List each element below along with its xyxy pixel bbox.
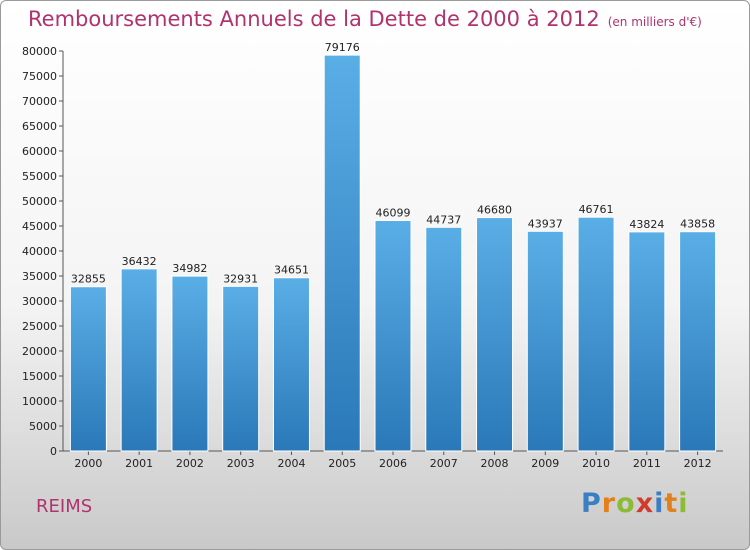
chart-title-text: Remboursements Annuels de la Dette de 20… xyxy=(28,7,600,31)
proxiti-logo: Proxiti xyxy=(581,488,689,519)
x-tick-label-2000: 2000 xyxy=(74,457,102,470)
x-tick-label-2003: 2003 xyxy=(227,457,255,470)
value-label-2009: 43937 xyxy=(528,217,563,230)
value-label-2006: 46099 xyxy=(376,207,411,220)
y-tick-label: 50000 xyxy=(22,195,57,208)
bar-2001 xyxy=(120,268,158,452)
value-label-2011: 43824 xyxy=(629,218,664,231)
x-tick-label-2007: 2007 xyxy=(430,457,458,470)
bar-2005 xyxy=(323,54,361,452)
x-tick-label-2001: 2001 xyxy=(125,457,153,470)
bar-2011 xyxy=(628,231,666,452)
y-tick-label: 80000 xyxy=(22,45,57,58)
x-tick-label-2006: 2006 xyxy=(379,457,407,470)
y-tick-label: 25000 xyxy=(22,320,57,333)
x-tick-label-2005: 2005 xyxy=(328,457,356,470)
chart-title: Remboursements Annuels de la Dette de 20… xyxy=(28,7,702,31)
bar-2010 xyxy=(577,216,615,452)
y-tick-label: 10000 xyxy=(22,395,57,408)
bar-2002 xyxy=(171,275,209,452)
x-tick-label-2011: 2011 xyxy=(633,457,661,470)
x-tick-label-2010: 2010 xyxy=(582,457,610,470)
city-label: REIMS xyxy=(36,496,93,517)
x-tick-label-2002: 2002 xyxy=(176,457,204,470)
y-tick-label: 0 xyxy=(50,445,57,458)
bar-2008 xyxy=(476,217,514,452)
bar-2007 xyxy=(425,226,463,452)
y-tick-label: 30000 xyxy=(22,295,57,308)
value-label-2012: 43858 xyxy=(680,218,715,231)
y-tick-label: 60000 xyxy=(22,145,57,158)
bar-2009 xyxy=(526,230,564,452)
x-tick-label-2012: 2012 xyxy=(684,457,712,470)
y-tick-label: 40000 xyxy=(22,245,57,258)
y-tick-label: 70000 xyxy=(22,95,57,108)
x-tick-label-2009: 2009 xyxy=(531,457,559,470)
chart-subtitle: (en milliers d'€) xyxy=(607,15,702,29)
value-label-2007: 44737 xyxy=(426,213,461,226)
bar-2004 xyxy=(272,277,310,452)
y-tick-label: 35000 xyxy=(22,270,57,283)
y-tick-label: 15000 xyxy=(22,370,57,383)
y-tick-label: 55000 xyxy=(22,170,57,183)
value-label-2000: 32855 xyxy=(71,273,106,286)
bar-2012 xyxy=(679,231,717,452)
y-tick-label: 20000 xyxy=(22,345,57,358)
y-tick-label: 45000 xyxy=(22,220,57,233)
value-label-2004: 34651 xyxy=(274,264,309,277)
x-tick-label-2004: 2004 xyxy=(277,457,305,470)
value-label-2003: 32931 xyxy=(223,272,258,285)
y-tick-label: 5000 xyxy=(29,420,57,433)
x-tick-label-2008: 2008 xyxy=(481,457,509,470)
value-label-2010: 46761 xyxy=(579,203,614,216)
bar-2003 xyxy=(222,285,260,452)
bar-2006 xyxy=(374,220,412,452)
y-tick-label: 65000 xyxy=(22,120,57,133)
y-tick-label: 75000 xyxy=(22,70,57,83)
value-label-2001: 36432 xyxy=(122,255,157,268)
bars xyxy=(69,54,717,452)
bar-2000 xyxy=(69,286,107,452)
value-label-2005: 79176 xyxy=(325,41,360,54)
value-labels: 32855 36432 34982 32931 34651 79176 46099 44737… xyxy=(71,41,715,286)
value-label-2008: 46680 xyxy=(477,204,512,217)
axes: 0 5000 10000 15000 20000 25000 30000 35000 40000… xyxy=(22,45,723,470)
value-label-2002: 34982 xyxy=(172,262,207,275)
